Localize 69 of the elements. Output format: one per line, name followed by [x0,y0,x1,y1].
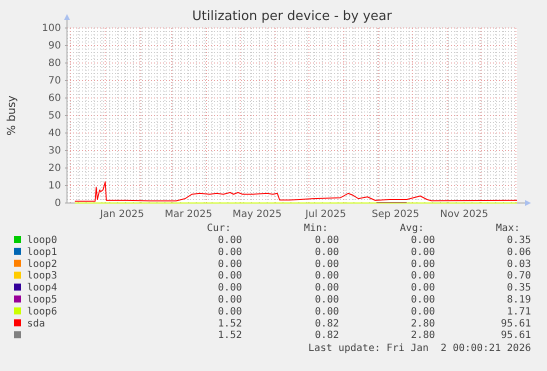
text: 0.00 [314,270,339,282]
x-tick-label: Sep 2025 [372,209,420,220]
text: 0.00 [218,294,242,306]
legend-label: loop1 [27,246,58,258]
legend-label: sda [27,318,46,330]
text: 0.82 [314,330,339,342]
x-tick-label: Jul 2025 [304,209,346,220]
text: 0.06 [506,246,531,258]
text: 0.82 [314,318,339,330]
y-tick-label: 20 [48,163,61,174]
legend-label: loop5 [27,294,58,306]
text: 0.00 [410,258,435,270]
y-tick-label: 10 [48,180,61,192]
text: 0.35 [506,235,531,246]
y-tick-label: 50 [48,110,61,122]
y-tick-label: 90 [48,40,61,52]
text: 1.52 [218,318,242,330]
text: 0.00 [410,235,435,246]
text: 95.61 [500,330,531,342]
text: 0.03 [506,258,531,270]
y-tick-label: 0 [54,198,61,210]
text: 0.00 [314,258,339,270]
y-tick-label: 30 [48,146,61,157]
text: 8.19 [506,294,531,306]
text: 0.00 [410,246,435,258]
x-tick-label: Nov 2025 [440,209,488,220]
y-tick-label: 70 [48,76,61,87]
text: 0.00 [314,246,339,258]
text: 0.00 [314,282,339,294]
text: 0.00 [410,294,435,306]
text: 0.00 [410,306,435,318]
text: 0.00 [218,270,242,282]
y-tick-label: 60 [48,93,61,104]
text: 0.00 [218,246,242,258]
y-tick-label: 100 [42,23,61,34]
x-tick-label: Jan 2025 [99,209,144,220]
line-series [74,182,518,202]
y-axis-title: % busy [5,94,18,136]
legend-label: loop2 [27,258,58,270]
text: Max: [496,223,520,234]
text: 0.00 [314,235,339,246]
text: Min: [304,223,328,234]
text: 2.80 [410,330,435,342]
y-tick-label: 80 [48,58,61,70]
x-tick-label: May 2025 [232,209,282,220]
legend-label: loop0 [27,235,58,246]
text: 0.00 [218,306,242,318]
chart-title: Utilization per device - by year [192,9,393,24]
text: 0.35 [506,282,531,294]
text: 95.61 [500,318,531,330]
y-tick-label: 40 [48,128,61,140]
text: 0.00 [218,235,242,246]
legend-label: loop6 [27,306,58,318]
text: Cur: [206,223,231,234]
text: 0.00 [218,258,242,270]
legend-label: loop3 [27,270,58,282]
text: 2.80 [410,318,435,330]
text: 0.00 [410,270,435,282]
text: 1.71 [506,306,531,318]
legend-label: loop4 [27,282,58,294]
text: 0.00 [218,282,242,294]
text: 0.00 [314,294,339,306]
text: 0.00 [410,282,435,294]
text: 0.70 [506,270,531,282]
x-tick-label: Mar 2025 [164,209,212,220]
text: 0.00 [314,306,339,318]
text: Last update: Fri Jan 2 00:00:21 2026 [308,343,531,354]
text: 1.52 [218,330,242,342]
text: Avg: [400,223,424,234]
